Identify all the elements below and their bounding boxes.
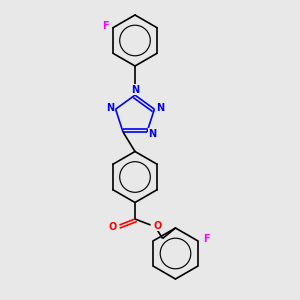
Text: O: O <box>109 221 117 232</box>
Text: N: N <box>148 128 157 139</box>
Text: N: N <box>156 103 164 113</box>
Text: N: N <box>106 103 114 113</box>
Text: N: N <box>131 85 139 95</box>
Text: O: O <box>153 220 161 231</box>
Text: F: F <box>102 21 109 31</box>
Text: F: F <box>203 234 209 244</box>
